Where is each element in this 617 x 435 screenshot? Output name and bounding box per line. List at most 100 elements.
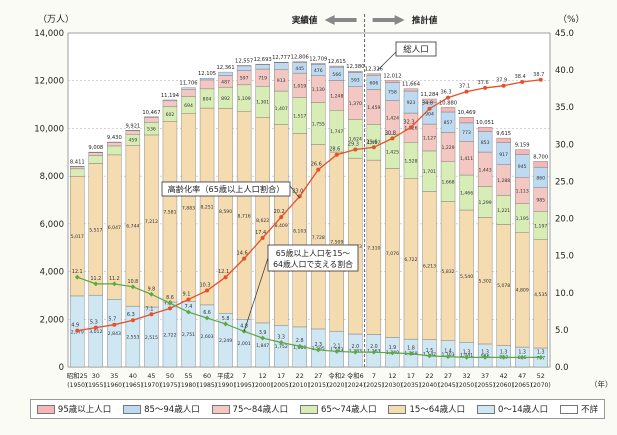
- support-ratio-label: 1.3: [463, 349, 471, 355]
- segment-label: 3,012: [89, 329, 102, 335]
- x-tick-era: 昭和25: [67, 371, 88, 380]
- x-tick-era: 42: [500, 372, 508, 380]
- total-label: 11,194: [161, 93, 180, 99]
- segment-label: 8,409: [275, 223, 288, 229]
- bar-segment: [70, 169, 84, 176]
- total-label: 10,051: [476, 120, 494, 126]
- x-tick-era: 60: [203, 372, 211, 380]
- x-tick-year: (1975): [160, 382, 180, 389]
- total-label: 12,380: [346, 64, 364, 70]
- segment-label: 7,076: [386, 251, 399, 257]
- bar-segment: [515, 150, 529, 155]
- aging-rate-label: 10.3: [199, 283, 210, 289]
- aging-rate-label: 17.4: [255, 230, 266, 236]
- year-unit: （年）: [590, 379, 613, 389]
- x-tick-year: (2010): [290, 382, 310, 389]
- x-tick-year: (2025): [364, 382, 384, 389]
- support-ratio-label: 1.4: [444, 349, 452, 355]
- bar-segment: [107, 142, 121, 146]
- support-ratio-annotation-2: 64歳人口で支える割合: [273, 259, 353, 269]
- x-tick-era: 47: [518, 372, 526, 380]
- segment-label: 1,299: [479, 200, 492, 206]
- segment-label: 1,459: [367, 105, 380, 111]
- total-label: 11,284: [420, 92, 439, 98]
- segment-label: 6,722: [404, 257, 417, 263]
- legend-label: 85〜94歳人口: [144, 403, 200, 415]
- total-label: 10,467: [142, 110, 160, 116]
- x-tick-era: 27: [314, 372, 322, 380]
- bar-segment: [367, 74, 381, 75]
- segment-label: 6,213: [423, 264, 436, 270]
- support-ratio-label: 5.8: [222, 316, 230, 322]
- x-tick-era: 52: [537, 372, 545, 380]
- total-label: 12,105: [198, 71, 216, 77]
- aging-rate-label: 37.9: [496, 78, 507, 84]
- legend-item: 75〜84歳人口: [212, 403, 289, 415]
- aging-rate-label: 36.3: [440, 90, 451, 96]
- total-label: 12,615: [328, 59, 346, 65]
- total-label: 12,806: [291, 55, 309, 61]
- x-tick-year: (2050): [457, 382, 477, 389]
- bar-segment: [330, 66, 344, 67]
- segment-label: 536: [147, 127, 156, 133]
- support-ratio-label: 11.2: [109, 276, 120, 282]
- segment-label: 1,221: [497, 208, 510, 214]
- right-tick-label: 10.0: [555, 289, 574, 299]
- support-ratio-label: 3.3: [277, 335, 285, 341]
- total-label: 8,411: [70, 159, 85, 165]
- segment-label: 1,229: [441, 145, 454, 151]
- segment-label: 857: [444, 120, 453, 126]
- aging-rate-point: [279, 215, 283, 219]
- total-label: 12,012: [383, 73, 401, 79]
- aging-rate-point: [353, 148, 357, 152]
- aging-rate-point: [539, 78, 543, 82]
- segment-label: 917: [499, 152, 508, 158]
- bar-segment: [126, 131, 140, 135]
- aging-rate-label: 29.6: [366, 139, 377, 145]
- x-tick-era: 22: [425, 372, 433, 380]
- bar-segment: [89, 153, 103, 156]
- right-tick-label: 20.0: [555, 215, 574, 225]
- segment-label: 945: [518, 164, 527, 170]
- segment-label: 7,883: [182, 205, 195, 211]
- total-label: 12,361: [216, 65, 234, 71]
- bar-segment: [107, 146, 121, 155]
- segment-label: 694: [184, 103, 193, 109]
- segment-label: 7,581: [163, 210, 176, 216]
- aging-rate-point: [261, 236, 265, 240]
- segment-label: 1,528: [404, 159, 417, 165]
- bar-segment: [274, 63, 288, 70]
- total-label: 9,430: [107, 135, 122, 141]
- x-tick-era: 37: [481, 372, 489, 380]
- bar-segment: [163, 101, 177, 107]
- left-tick-label: 0: [59, 363, 64, 373]
- aging-rate-label: 37.1: [459, 84, 470, 90]
- total-label: 11,664: [402, 82, 421, 88]
- segment-label: 1,019: [293, 83, 306, 89]
- legend-label: 15〜64歳人口: [409, 403, 465, 415]
- x-tick-year: (2030): [382, 382, 402, 389]
- total-label: 11,706: [179, 81, 197, 87]
- support-ratio-label: 1.3: [500, 349, 508, 355]
- aging-rate-point: [483, 86, 487, 90]
- segment-label: 2,751: [182, 332, 195, 338]
- total-label: 12,777: [272, 55, 290, 61]
- right-tick-label: 45.0: [555, 29, 574, 39]
- total-label: 8,700: [533, 154, 548, 160]
- support-ratio-label: 12.1: [72, 269, 83, 275]
- segment-label: 8,590: [219, 209, 232, 215]
- support-ratio-label: 2.0: [370, 344, 378, 350]
- segment-label: 1,370: [349, 101, 362, 107]
- total-label: 12,709: [309, 56, 327, 62]
- x-tick-year: (1960): [104, 382, 124, 389]
- aging-rate-label: 5.7: [108, 317, 116, 323]
- segment-label: 606: [369, 80, 378, 86]
- segment-label: 985: [536, 197, 545, 203]
- projected-arrow: [373, 15, 405, 25]
- segment-label: 2,722: [163, 333, 176, 339]
- right-tick-label: 35.0: [555, 103, 574, 113]
- support-ratio-label: 3.9: [259, 330, 267, 336]
- legend-label: 0〜14歳人口: [498, 403, 548, 415]
- segment-label: 6,047: [108, 225, 121, 231]
